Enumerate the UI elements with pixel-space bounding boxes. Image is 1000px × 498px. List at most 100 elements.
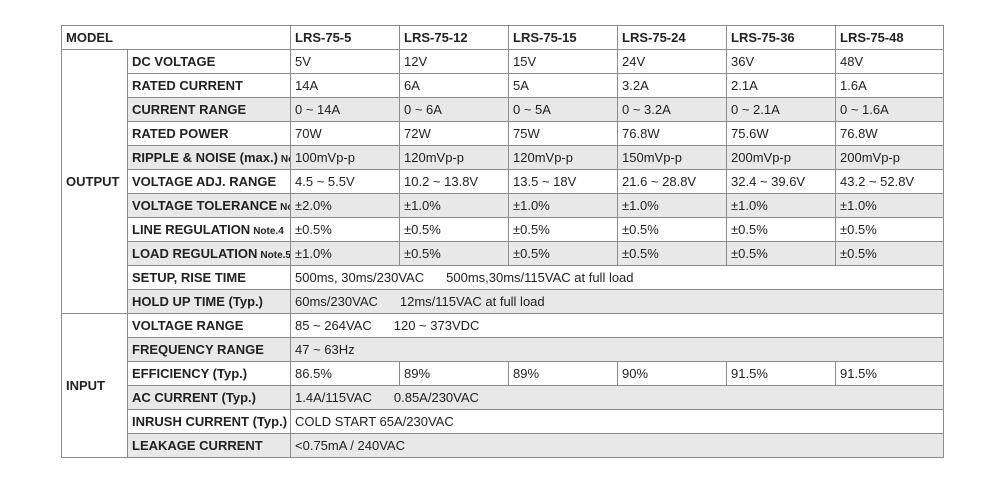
value-cell: ±0.5% [835, 217, 945, 242]
row-label: FREQUENCY RANGE [126, 337, 292, 362]
value-cell: 91.5% [726, 361, 837, 386]
value-cell: 0 ~ 3.2A [617, 97, 728, 122]
value-cell: 200mVp-p [835, 145, 945, 170]
spec-row: RATED CURRENT 14A 6A 5A 3.2A 2.1A 1.6A [62, 73, 945, 98]
value-cell: 70W [290, 121, 401, 146]
row-label-text: INRUSH CURRENT (Typ.) [132, 414, 288, 429]
value-cell: 3.2A [617, 73, 728, 98]
value-cell: ±1.0% [835, 193, 945, 218]
row-label-text: VOLTAGE ADJ. RANGE [132, 174, 277, 189]
value-span-cell: 47 ~ 63Hz [290, 337, 945, 362]
value-cell: 21.6 ~ 28.8V [617, 169, 728, 194]
model-name: LRS-75-24 [617, 25, 728, 50]
value-cell: 36V [726, 49, 837, 74]
spec-row: LOAD REGULATION Note.5 ±1.0% ±0.5% ±0.5% ±0.5… [62, 241, 945, 266]
spec-row: FREQUENCY RANGE 47 ~ 63Hz [62, 337, 945, 362]
value-cell: 86.5% [290, 361, 401, 386]
value-cell: 89% [399, 361, 510, 386]
value-cell: 200mVp-p [726, 145, 837, 170]
row-label: SETUP, RISE TIME [126, 265, 292, 290]
value-cell: 72W [399, 121, 510, 146]
row-label: DC VOLTAGE [126, 49, 292, 74]
row-label-text: FREQUENCY RANGE [132, 342, 264, 357]
row-label-text: HOLD UP TIME (Typ.) [132, 294, 263, 309]
value-cell: 120mVp-p [508, 145, 619, 170]
spec-row: CURRENT RANGE 0 ~ 14A 0 ~ 6A 0 ~ 5A 0 ~ 3.2A… [62, 97, 945, 122]
value-part: 500ms,30ms/115VAC at full load [446, 270, 634, 285]
value-cell: ±2.0% [290, 193, 401, 218]
value-text: 47 ~ 63Hz [295, 342, 355, 357]
row-label: AC CURRENT (Typ.) [126, 385, 292, 410]
value-span-cell: <0.75mA / 240VAC [290, 433, 945, 458]
value-cell: ±0.5% [617, 241, 728, 266]
row-label-text: LEAKAGE CURRENT [132, 438, 263, 453]
value-part: 12ms/115VAC at full load [399, 294, 545, 309]
row-note: Note.4 [253, 226, 284, 237]
spec-row: INRUSH CURRENT (Typ.) COLD START 65A/230V… [62, 409, 945, 434]
spec-row: VOLTAGE ADJ. RANGE 4.5 ~ 5.5V 10.2 ~ 13.8V… [62, 169, 945, 194]
value-cell: 89% [508, 361, 619, 386]
row-label-text: CURRENT RANGE [132, 102, 247, 117]
spec-row: MODEL LRS-75-5 LRS-75-12 LRS-75-15 LRS-75-24… [60, 25, 945, 50]
value-cell: ±1.0% [726, 193, 837, 218]
model-name: LRS-75-5 [290, 25, 401, 50]
value-part: 500ms, 30ms/230VAC [295, 270, 425, 285]
spec-row: SETUP, RISE TIME 500ms, 30ms/230VAC 500ms,… [62, 265, 945, 290]
value-cell: 75W [508, 121, 619, 146]
row-label: VOLTAGE ADJ. RANGE [126, 169, 292, 194]
row-label: RATED CURRENT [126, 73, 292, 98]
row-label-text: EFFICIENCY (Typ.) [132, 366, 248, 381]
value-span-cell: 60ms/230VAC 12ms/115VAC at full load [290, 289, 945, 314]
value-part: 1.4A/115VAC [295, 390, 372, 405]
row-label-text: SETUP, RISE TIME [132, 270, 246, 285]
row-label: RATED POWER [126, 121, 292, 146]
row-label-text: AC CURRENT (Typ.) [132, 390, 256, 405]
row-label-text: VOLTAGE TOLERANCE [132, 198, 278, 213]
value-cell: 10.2 ~ 13.8V [399, 169, 510, 194]
model-label: MODEL [60, 25, 292, 50]
value-cell: ±1.0% [508, 193, 619, 218]
value-cell: 5A [508, 73, 619, 98]
value-cell: 24V [617, 49, 728, 74]
row-note: Note.3 [280, 202, 289, 213]
value-cell: 32.4 ~ 39.6V [726, 169, 837, 194]
value-cell: 0 ~ 6A [399, 97, 510, 122]
value-cell: 48V [835, 49, 945, 74]
model-name: LRS-75-48 [835, 25, 945, 50]
value-part: 85 ~ 264VAC [295, 318, 372, 333]
row-label: EFFICIENCY (Typ.) [126, 361, 292, 386]
row-label-text: VOLTAGE RANGE [132, 318, 244, 333]
value-cell: 91.5% [835, 361, 945, 386]
value-cell: 12V [399, 49, 510, 74]
value-cell: 13.5 ~ 18V [508, 169, 619, 194]
value-span-cell: COLD START 65A/230VAC [290, 409, 945, 434]
value-cell: ±0.5% [617, 217, 728, 242]
value-cell: ±1.0% [290, 241, 401, 266]
value-cell: ±0.5% [399, 217, 510, 242]
value-cell: ±0.5% [726, 217, 837, 242]
row-label-text: RATED POWER [132, 126, 229, 141]
value-part: 120 ~ 373VDC [393, 318, 480, 333]
spec-row: EFFICIENCY (Typ.) 86.5% 89% 89% 90% 91.5% 91.5… [62, 361, 945, 386]
value-cell: ±0.5% [508, 217, 619, 242]
value-cell: 100mVp-p [290, 145, 401, 170]
value-cell: 6A [399, 73, 510, 98]
value-cell: 90% [617, 361, 728, 386]
value-cell: 76.8W [617, 121, 728, 146]
value-cell: ±1.0% [399, 193, 510, 218]
value-cell: 76.8W [835, 121, 945, 146]
row-note: Note.5 [260, 250, 291, 261]
row-label: HOLD UP TIME (Typ.) [126, 289, 292, 314]
value-cell: 43.2 ~ 52.8V [835, 169, 945, 194]
model-name: LRS-75-12 [399, 25, 510, 50]
spec-table: MODEL LRS-75-5 LRS-75-12 LRS-75-15 LRS-75-24… [60, 25, 945, 458]
spec-row: VOLTAGE TOLERANCENote.3±2.0%±1.0%±1.0%±1… [62, 193, 945, 218]
value-cell: 4.5 ~ 5.5V [290, 169, 401, 194]
group-label-input: INPUT [61, 313, 128, 458]
value-cell: 0 ~ 14A [290, 97, 401, 122]
row-label-text: DC VOLTAGE [132, 54, 216, 69]
row-label: VOLTAGE TOLERANCENote.3 [126, 193, 292, 218]
value-cell: 0 ~ 1.6A [835, 97, 945, 122]
row-label: LINE REGULATION Note.4 [126, 217, 292, 242]
spec-row: RATED POWER 70W 72W 75W 76.8W 75.6W 76.8W [62, 121, 945, 146]
